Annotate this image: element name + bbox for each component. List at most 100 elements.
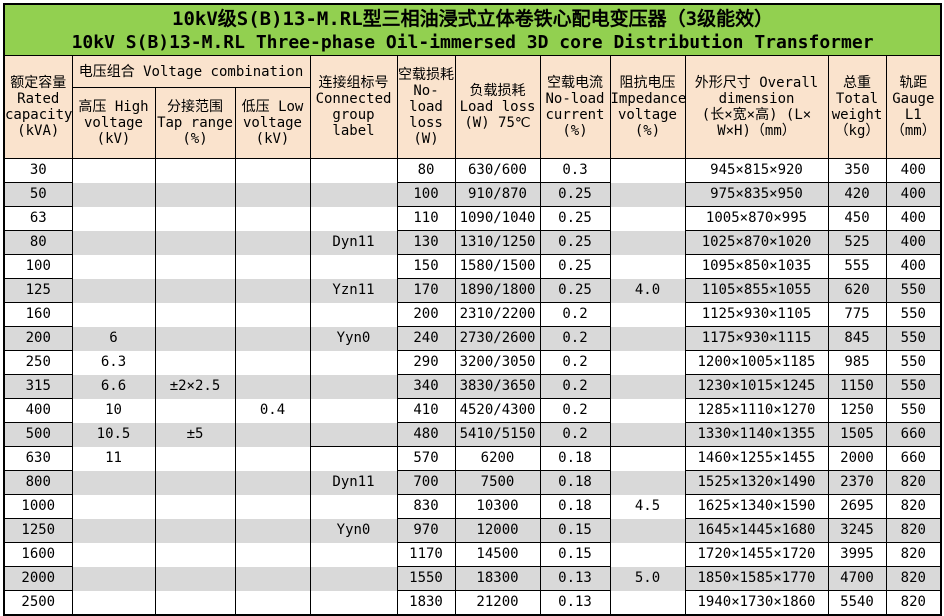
cell-total-weight: 845 <box>827 326 887 351</box>
cell-high-voltage <box>71 494 156 519</box>
cell-tap-range <box>154 446 236 471</box>
table-row: 1600 1170 14500 0.15 1720×1455×1720 3995 820 <box>3 542 942 567</box>
cell-dimension: 1105×855×1055 <box>684 278 829 303</box>
cell-total-weight: 1150 <box>827 374 887 399</box>
cell-low-voltage <box>234 182 311 207</box>
cell-dimension: 1005×870×995 <box>684 206 829 231</box>
cell-tap-range <box>154 350 236 375</box>
cell-no-load-current: 0.2 <box>539 374 611 399</box>
cell-load-loss: 4520/4300 <box>454 398 541 423</box>
cell-no-load-current: 0.18 <box>539 446 611 471</box>
cell-low-voltage: 0.4 <box>234 398 311 423</box>
cell-load-loss: 2730/2600 <box>454 326 541 351</box>
cell-load-loss: 630/600 <box>454 158 541 183</box>
cell-no-load-current: 0.13 <box>539 566 611 591</box>
cell-gauge: 550 <box>885 374 942 399</box>
cell-connected-group <box>309 494 398 519</box>
cell-total-weight: 775 <box>827 302 887 327</box>
cell-connected-group: Yzn11 <box>309 278 398 303</box>
cell-gauge: 820 <box>885 590 942 616</box>
cell-total-weight: 2695 <box>827 494 887 519</box>
cell-rated-capacity: 100 <box>3 254 73 279</box>
cell-no-load-loss: 1550 <box>396 566 456 591</box>
cell-connected-group <box>309 566 398 591</box>
cell-gauge: 400 <box>885 182 942 207</box>
cell-rated-capacity: 63 <box>3 206 73 231</box>
cell-rated-capacity: 160 <box>3 302 73 327</box>
table-title: 10kV级S(B)13-M.RL型三相油浸式立体卷铁心配电变压器（3级能效） 1… <box>3 3 942 56</box>
cell-impedance-voltage <box>609 374 686 399</box>
cell-no-load-loss: 240 <box>396 326 456 351</box>
header-row-top: 额定容量 Rated capacity (kVA) 电压组合 Voltage c… <box>3 55 942 159</box>
cell-no-load-loss: 700 <box>396 470 456 495</box>
cell-dimension: 1525×1320×1490 <box>684 470 829 495</box>
cell-dimension: 1720×1455×1720 <box>684 542 829 567</box>
cell-load-loss: 5410/5150 <box>454 422 541 447</box>
table-row: 1250 Yyn0 970 12000 0.15 1645×1445×1680 3245 82… <box>3 518 942 543</box>
cell-total-weight: 555 <box>827 254 887 279</box>
cell-no-load-loss: 80 <box>396 158 456 183</box>
cell-rated-capacity: 2500 <box>3 590 73 616</box>
cell-tap-range <box>154 182 236 207</box>
cell-no-load-current: 0.2 <box>539 398 611 423</box>
cell-dimension: 1940×1730×1860 <box>684 590 829 616</box>
cell-load-loss: 1580/1500 <box>454 254 541 279</box>
table-row: 2500 1830 21200 0.13 1940×1730×1860 5540 820 <box>3 590 942 616</box>
cell-no-load-current: 0.25 <box>539 206 611 231</box>
cell-no-load-loss: 830 <box>396 494 456 519</box>
cell-rated-capacity: 1250 <box>3 518 73 543</box>
cell-impedance-voltage <box>609 158 686 183</box>
cell-dimension: 945×815×920 <box>684 158 829 183</box>
col-header-impedance-voltage: 阻抗电压 Impedance voltage (%) <box>609 55 686 159</box>
table-row: 50 100 910/870 0.25 975×835×950 420 400 <box>3 182 942 207</box>
cell-tap-range <box>154 542 236 567</box>
cell-rated-capacity: 200 <box>3 326 73 351</box>
col-header-no-load-loss: 空载损耗 No-load loss (W) <box>396 55 456 159</box>
cell-rated-capacity: 400 <box>3 398 73 423</box>
cell-tap-range <box>154 302 236 327</box>
header-row-sub: 高压 High voltage (kV) 分接范围 Tap range (%) … <box>4 87 941 159</box>
cell-connected-group: Dyn11 <box>309 470 398 495</box>
cell-load-loss: 12000 <box>454 518 541 543</box>
cell-gauge: 820 <box>885 470 942 495</box>
cell-dimension: 1125×930×1105 <box>684 302 829 327</box>
cell-total-weight: 985 <box>827 350 887 375</box>
cell-load-loss: 1090/1040 <box>454 206 541 231</box>
cell-connected-group <box>309 542 398 567</box>
col-header-connected-group: 连接组标号 Connected group label <box>309 55 398 159</box>
cell-high-voltage <box>71 542 156 567</box>
cell-total-weight: 2370 <box>827 470 887 495</box>
col-header-tap-range: 分接范围 Tap range (%) <box>154 87 236 159</box>
table-row: 800 Dyn11 700 7500 0.18 1525×1320×1490 2370 820 <box>3 470 942 495</box>
cell-high-voltage <box>71 230 156 255</box>
cell-impedance-voltage <box>609 230 686 255</box>
cell-dimension: 1175×930×1115 <box>684 326 829 351</box>
cell-dimension: 975×835×950 <box>684 182 829 207</box>
col-header-no-load-current: 空载电流 No-load current (%) <box>539 55 611 159</box>
cell-rated-capacity: 1600 <box>3 542 73 567</box>
cell-connected-group <box>309 398 398 423</box>
cell-tap-range <box>154 278 236 303</box>
cell-load-loss: 6200 <box>454 446 541 471</box>
cell-gauge: 550 <box>885 326 942 351</box>
cell-dimension: 1230×1015×1245 <box>684 374 829 399</box>
cell-total-weight: 420 <box>827 182 887 207</box>
cell-total-weight: 450 <box>827 206 887 231</box>
cell-impedance-voltage: 4.5 <box>609 494 686 519</box>
cell-high-voltage: 6 <box>71 326 156 351</box>
col-header-load-loss: 负载损耗 Load loss (W) 75℃ <box>454 55 541 159</box>
cell-no-load-loss: 170 <box>396 278 456 303</box>
cell-tap-range <box>154 158 236 183</box>
cell-total-weight: 3995 <box>827 542 887 567</box>
cell-rated-capacity: 800 <box>3 470 73 495</box>
cell-impedance-voltage: 5.0 <box>609 566 686 591</box>
cell-low-voltage <box>234 326 311 351</box>
cell-connected-group: Yyn0 <box>309 518 398 543</box>
cell-tap-range: ±2×2.5 <box>154 374 236 399</box>
cell-rated-capacity: 1000 <box>3 494 73 519</box>
cell-impedance-voltage <box>609 182 686 207</box>
col-header-dimension: 外形尺寸 Overall dimension (长×宽×高) (L× W×H)（… <box>684 55 829 159</box>
cell-gauge: 820 <box>885 542 942 567</box>
cell-load-loss: 3200/3050 <box>454 350 541 375</box>
cell-low-voltage <box>234 230 311 255</box>
